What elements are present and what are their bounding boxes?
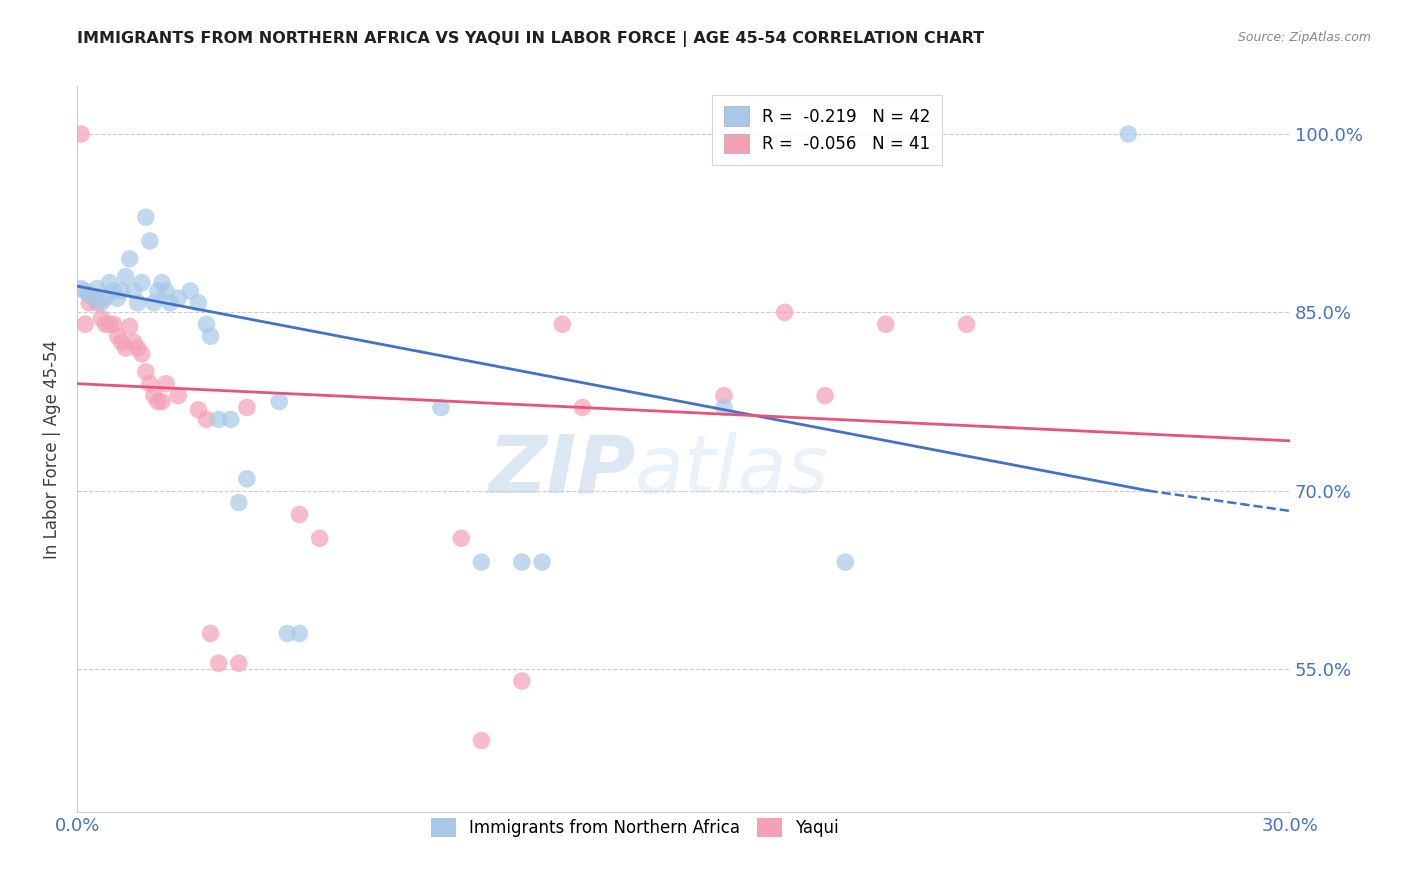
Point (195, 412, 218, 426)
Point (131, 276, 153, 290)
Text: atlas: atlas (636, 432, 830, 510)
Point (107, 291, 129, 305)
Point (131, 347, 153, 361)
Point (77, 295, 100, 310)
Point (236, 401, 259, 415)
Point (450, 531, 472, 545)
Point (155, 284, 177, 298)
Point (90, 295, 112, 310)
Point (77, 287, 100, 301)
Legend: Immigrants from Northern Africa, Yaqui: Immigrants from Northern Africa, Yaqui (425, 811, 845, 844)
Point (207, 657, 229, 671)
Point (531, 555, 554, 569)
Point (269, 394, 291, 409)
Point (122, 334, 145, 349)
Point (236, 472, 259, 486)
Point (219, 412, 242, 426)
Point (167, 388, 190, 402)
Point (179, 284, 201, 298)
Point (114, 269, 136, 284)
Point (834, 555, 856, 569)
Point (135, 365, 157, 379)
Point (75, 284, 97, 298)
Point (82, 291, 104, 305)
Point (1116, 127, 1139, 141)
Point (139, 376, 162, 391)
Point (135, 210, 157, 224)
Point (571, 401, 593, 415)
Point (75, 317, 97, 331)
Point (150, 276, 173, 290)
Text: Source: ZipAtlas.com: Source: ZipAtlas.com (1237, 31, 1371, 45)
Text: ZIP: ZIP (488, 432, 636, 510)
Point (510, 674, 533, 689)
Point (773, 305, 796, 319)
Point (118, 319, 141, 334)
Point (70, 127, 93, 141)
Point (187, 295, 209, 310)
Point (94, 317, 117, 331)
Point (551, 317, 574, 331)
Text: IMMIGRANTS FROM NORTHERN AFRICA VS YAQUI IN LABOR FORCE | AGE 45-54 CORRELATION : IMMIGRANTS FROM NORTHERN AFRICA VS YAQUI… (77, 31, 984, 47)
Point (86, 295, 108, 310)
Point (875, 317, 897, 331)
Point (114, 341, 136, 355)
Point (107, 329, 129, 343)
Point (98, 276, 121, 290)
Point (103, 284, 125, 298)
Point (288, 508, 311, 522)
Point (955, 317, 977, 331)
Point (90, 311, 112, 326)
Y-axis label: In Labor Force | Age 45-54: In Labor Force | Age 45-54 (44, 340, 60, 558)
Point (110, 334, 132, 349)
Point (70, 281, 93, 295)
Point (142, 295, 165, 310)
Point (228, 657, 250, 671)
Point (82, 291, 104, 305)
Point (713, 401, 735, 415)
Point (228, 495, 250, 509)
Point (155, 376, 177, 391)
Point (98, 317, 121, 331)
Point (86, 281, 108, 295)
Point (146, 284, 169, 298)
Point (127, 295, 149, 310)
Point (470, 555, 492, 569)
Point (200, 329, 222, 343)
Point (510, 555, 533, 569)
Point (127, 341, 149, 355)
Point (288, 626, 311, 640)
Point (103, 317, 125, 331)
Point (713, 388, 735, 402)
Point (167, 291, 190, 305)
Point (276, 626, 298, 640)
Point (470, 733, 492, 747)
Point (110, 284, 132, 298)
Point (118, 252, 141, 266)
Point (146, 394, 169, 409)
Point (94, 291, 117, 305)
Point (814, 388, 837, 402)
Point (142, 388, 165, 402)
Point (139, 234, 162, 248)
Point (308, 531, 330, 545)
Point (187, 402, 209, 417)
Point (430, 401, 453, 415)
Point (122, 284, 145, 298)
Point (195, 317, 218, 331)
Point (200, 626, 222, 640)
Point (159, 295, 181, 310)
Point (150, 394, 173, 409)
Point (207, 412, 229, 426)
